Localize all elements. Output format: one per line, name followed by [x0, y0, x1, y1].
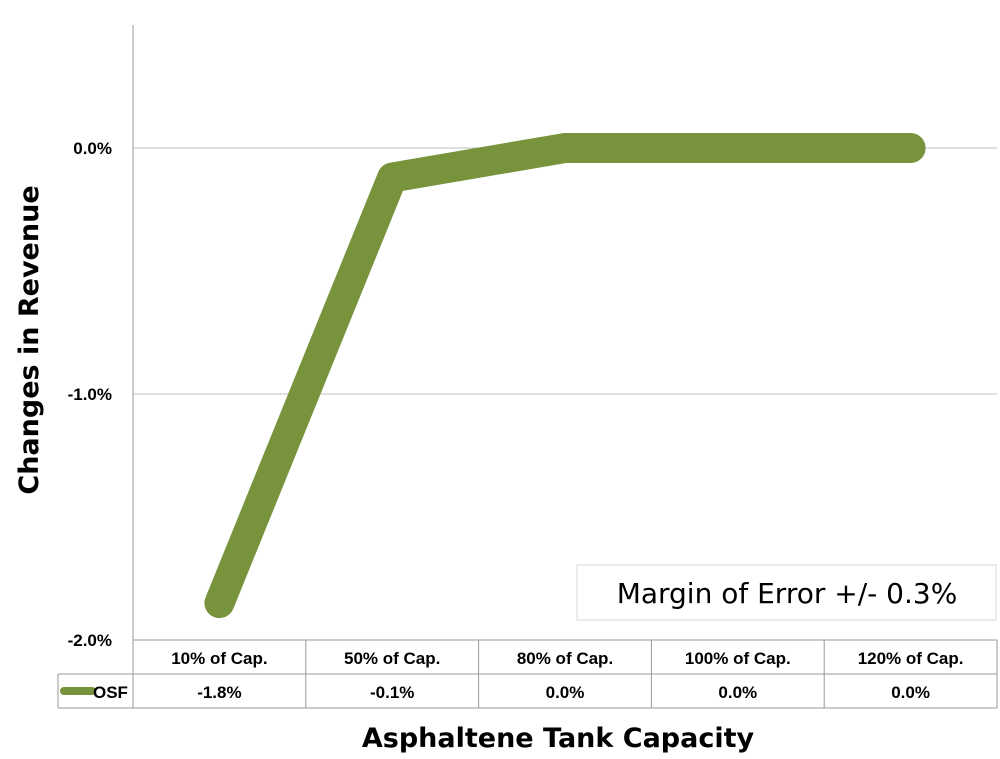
data-point [218, 602, 220, 604]
margin-of-error-text: Margin of Error +/- 0.3% [617, 577, 958, 610]
data-point [737, 147, 739, 149]
x-axis-title: Asphaltene Tank Capacity [362, 723, 755, 754]
y-tick-labels: 0.0% -1.0% -2.0% [68, 139, 112, 650]
table-value: 0.0% [718, 683, 757, 702]
x-category-label: 10% of Cap. [171, 649, 267, 668]
data-point [910, 147, 912, 149]
table-value: -0.1% [370, 683, 414, 702]
table-value: 0.0% [891, 683, 930, 702]
y-tick-label: -2.0% [68, 631, 112, 650]
x-category-label: 100% of Cap. [685, 649, 791, 668]
x-category-label: 50% of Cap. [344, 649, 440, 668]
x-category-label: 80% of Cap. [517, 649, 613, 668]
table-value: 0.0% [546, 683, 585, 702]
x-category-label: 120% of Cap. [858, 649, 964, 668]
series-line-osf [204, 133, 926, 619]
data-point [564, 147, 566, 149]
legend-label: OSF [93, 683, 128, 702]
series-layer [204, 133, 926, 619]
table-value: -1.8% [197, 683, 241, 702]
gridlines [133, 147, 997, 395]
data-table: 10% of Cap. 50% of Cap. 80% of Cap. 100% of… [57, 639, 998, 709]
y-tick-label: 0.0% [73, 139, 112, 158]
margin-of-error-box: Margin of Error +/- 0.3% [576, 564, 997, 621]
y-axis-title: Changes in Revenue [14, 185, 45, 494]
data-point [391, 177, 393, 179]
y-tick-label: -1.0% [68, 385, 112, 404]
